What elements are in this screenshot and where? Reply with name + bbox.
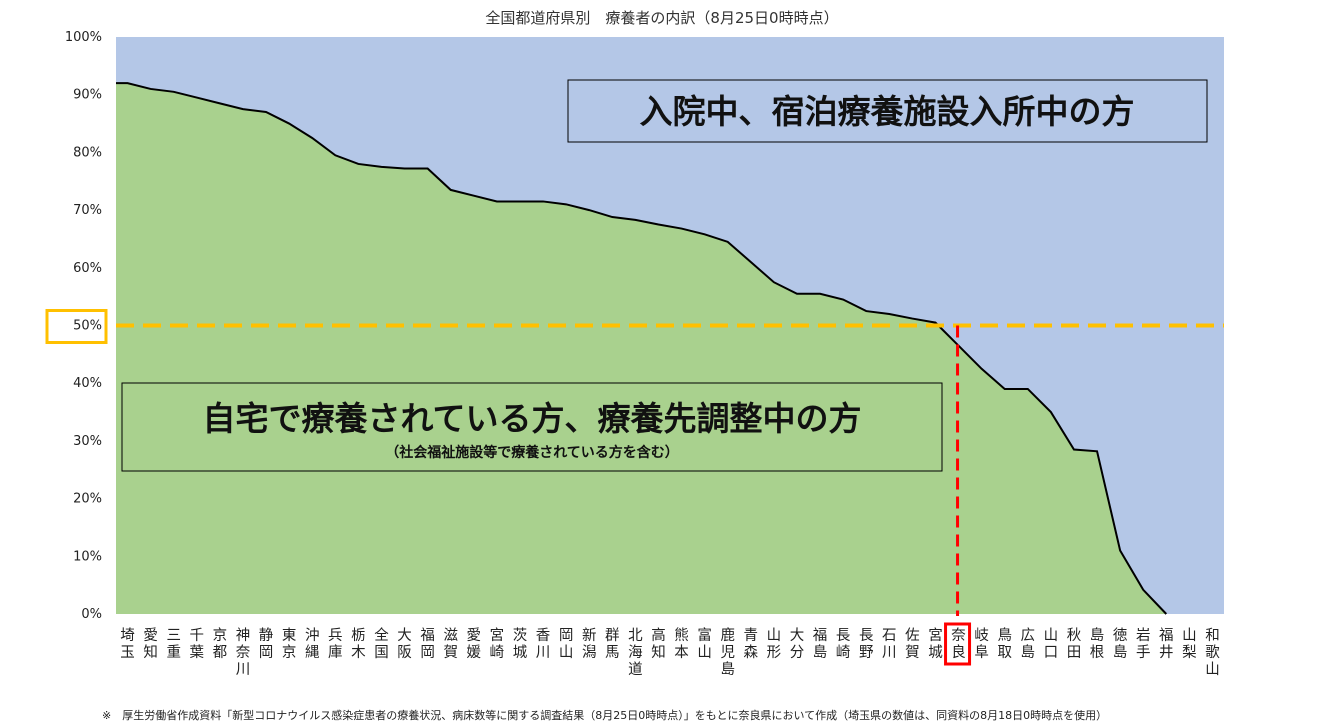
x-category-label: 秋田	[1067, 627, 1082, 661]
x-category-label: 静岡	[259, 627, 274, 661]
x-category-label: 熊本	[674, 627, 689, 661]
x-category-label: 宮城	[928, 627, 943, 661]
x-category-label: 鳥取	[997, 627, 1012, 661]
home-annotation: 自宅で療養されている方、療養先調整中の方 （社会福祉施設等で療養されている方を含…	[121, 382, 943, 472]
x-category-label: 群馬	[605, 627, 620, 661]
x-category-label: 奈良	[951, 627, 966, 661]
source-note: ※ 厚生労働省作成資料「新型コロナウイルス感染症患者の療養状況、病床数等に関する…	[102, 708, 1107, 722]
x-category-label: 鹿児島	[720, 627, 735, 678]
hospital-annotation: 入院中、宿泊療養施設入所中の方	[567, 79, 1208, 143]
x-category-label: 長崎	[836, 628, 851, 661]
y-tick-label: 90%	[73, 88, 102, 103]
y-tick-label: 50%	[73, 319, 102, 334]
x-category-label: 東京	[282, 627, 297, 661]
x-category-label: 岩手	[1136, 627, 1151, 661]
y-tick-label: 0%	[81, 607, 102, 622]
y-tick-label: 100%	[65, 30, 102, 45]
x-category-label: 京都	[213, 627, 228, 661]
x-category-label: 埼玉	[120, 627, 135, 661]
x-category-label: 岐阜	[974, 627, 989, 661]
x-category-label: 石川	[882, 628, 897, 661]
y-tick-label: 80%	[73, 145, 102, 160]
home-care-area	[116, 83, 1213, 614]
x-category-label: 岡山	[559, 628, 574, 661]
x-category-label: 宮崎	[490, 627, 505, 661]
x-category-label: 福岡	[420, 627, 435, 661]
hospital-annotation-box	[567, 79, 1208, 143]
y-tick-label: 40%	[73, 376, 102, 391]
x-category-label: 山口	[1044, 627, 1059, 661]
hospital-annotation-text: 入院中、宿泊療養施設入所中の方	[640, 92, 1135, 131]
x-category-label: 千葉	[190, 627, 205, 661]
x-category-label: 北海道	[628, 627, 643, 678]
x-category-label: 長野	[859, 628, 874, 661]
x-category-label: 山形	[767, 627, 782, 661]
x-category-label: 広島	[1021, 627, 1036, 661]
home-annotation-subtext: （社会福祉施設等で療養されている方を含む）	[385, 444, 679, 461]
x-category-label: 三重	[166, 628, 181, 661]
home-annotation-text: 自宅で療養されている方、療養先調整中の方	[202, 399, 861, 438]
x-category-label: 神奈川	[236, 627, 251, 678]
y-tick-label: 70%	[73, 203, 102, 218]
x-category-label: 栃木	[351, 627, 366, 661]
y-tick-label: 30%	[73, 434, 102, 449]
home-annotation-box	[121, 382, 943, 472]
reference-label-highlight	[45, 309, 108, 344]
x-category-label: 徳島	[1113, 627, 1128, 661]
x-category-label: 富山	[697, 626, 712, 661]
x-category-label: 高知	[651, 627, 666, 661]
chart-title: 全国都道府県別 療養者の内訳（8月25日0時時点）	[485, 9, 838, 27]
boundary-line	[116, 82, 1168, 615]
x-category-label: 佐賀	[905, 627, 920, 661]
x-category-label: 大阪	[397, 627, 412, 661]
x-category-label: 福井	[1159, 627, 1174, 661]
x-axis: 埼玉愛知三重千葉京都神奈川静岡東京沖縄兵庫栃木全国大阪福岡滋賀愛媛宮崎茨城香川岡…	[120, 626, 1220, 678]
y-tick-label: 60%	[73, 261, 102, 276]
y-tick-label: 20%	[73, 492, 102, 507]
highlight-category-box	[944, 622, 972, 666]
x-category-label: 新潟	[582, 627, 597, 661]
x-category-label: 青森	[744, 627, 759, 661]
x-category-label: 茨城	[513, 627, 528, 661]
x-category-label: 香川	[536, 627, 551, 661]
x-category-label: 大分	[790, 627, 805, 661]
x-category-label: 愛知	[143, 627, 158, 661]
y-tick-label: 10%	[73, 549, 102, 564]
x-category-label: 全国	[374, 626, 389, 661]
x-category-label: 兵庫	[328, 627, 343, 661]
x-category-label: 和歌山	[1205, 627, 1220, 678]
x-category-label: 島根	[1090, 627, 1105, 661]
x-category-label: 福島	[813, 627, 828, 661]
x-category-label: 山梨	[1182, 627, 1197, 661]
x-category-label: 滋賀	[443, 627, 458, 661]
y-axis: 0% 10% 20% 30% 40% 50% 60% 70% 80% 90% 100%	[65, 30, 102, 622]
x-category-label: 愛媛	[467, 627, 482, 661]
x-category-label: 沖縄	[305, 627, 320, 661]
